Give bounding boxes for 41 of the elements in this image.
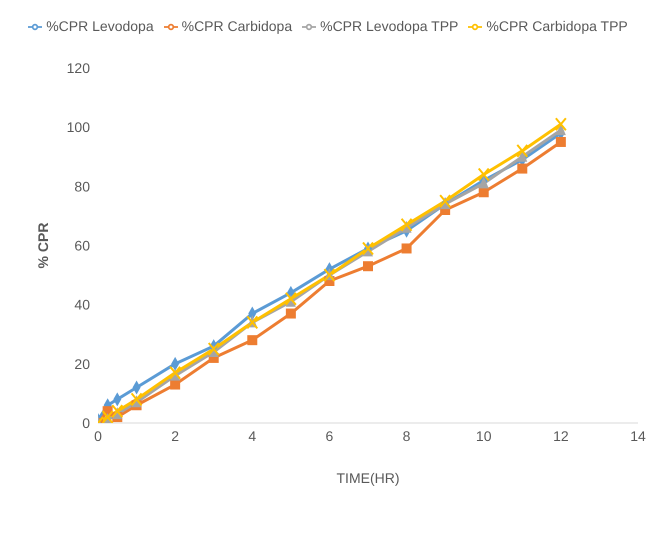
x-axis-title: TIME(HR)	[336, 470, 400, 486]
x-tick-label: 6	[326, 428, 334, 444]
point	[478, 176, 489, 188]
point	[286, 308, 296, 319]
x-tick-label: 10	[476, 428, 492, 444]
point	[478, 187, 489, 198]
legend-label: %CPR Levodopa TPP	[320, 18, 458, 34]
legend-label: %CPR Carbidopa	[182, 18, 292, 34]
point	[169, 366, 182, 380]
point	[516, 144, 528, 158]
y-tick-label: 80	[74, 178, 90, 194]
point	[402, 243, 412, 254]
x-tick-label: 4	[248, 428, 256, 444]
point	[478, 168, 490, 182]
y-tick-label: 100	[66, 119, 90, 136]
x-tick-label: 0	[94, 428, 102, 444]
y-tick-label: 20	[74, 356, 90, 372]
legend-label: %CPR Carbidopa TPP	[486, 18, 628, 34]
point	[439, 194, 452, 208]
point	[247, 335, 258, 346]
legend-label: %CPR Levodopa	[46, 18, 154, 34]
y-tick-label: 0	[82, 414, 90, 431]
x-tick-label: 12	[553, 428, 569, 444]
x-tick-label: 2	[171, 428, 180, 444]
point	[517, 164, 528, 174]
point	[400, 218, 413, 232]
y-axis-title: % CPR	[34, 222, 51, 268]
x-tick-label: 8	[402, 428, 411, 444]
y-tick-label: 60	[74, 237, 90, 254]
x-tick-label: 14	[630, 428, 646, 444]
point	[111, 404, 124, 418]
point	[554, 117, 567, 132]
y-tick-label: 120	[66, 60, 90, 76]
point	[102, 410, 114, 423]
point	[556, 136, 566, 147]
y-tick-label: 40	[74, 296, 90, 313]
point	[363, 261, 373, 272]
point	[208, 342, 220, 356]
point	[170, 380, 180, 390]
point	[284, 292, 297, 306]
point	[130, 392, 143, 406]
